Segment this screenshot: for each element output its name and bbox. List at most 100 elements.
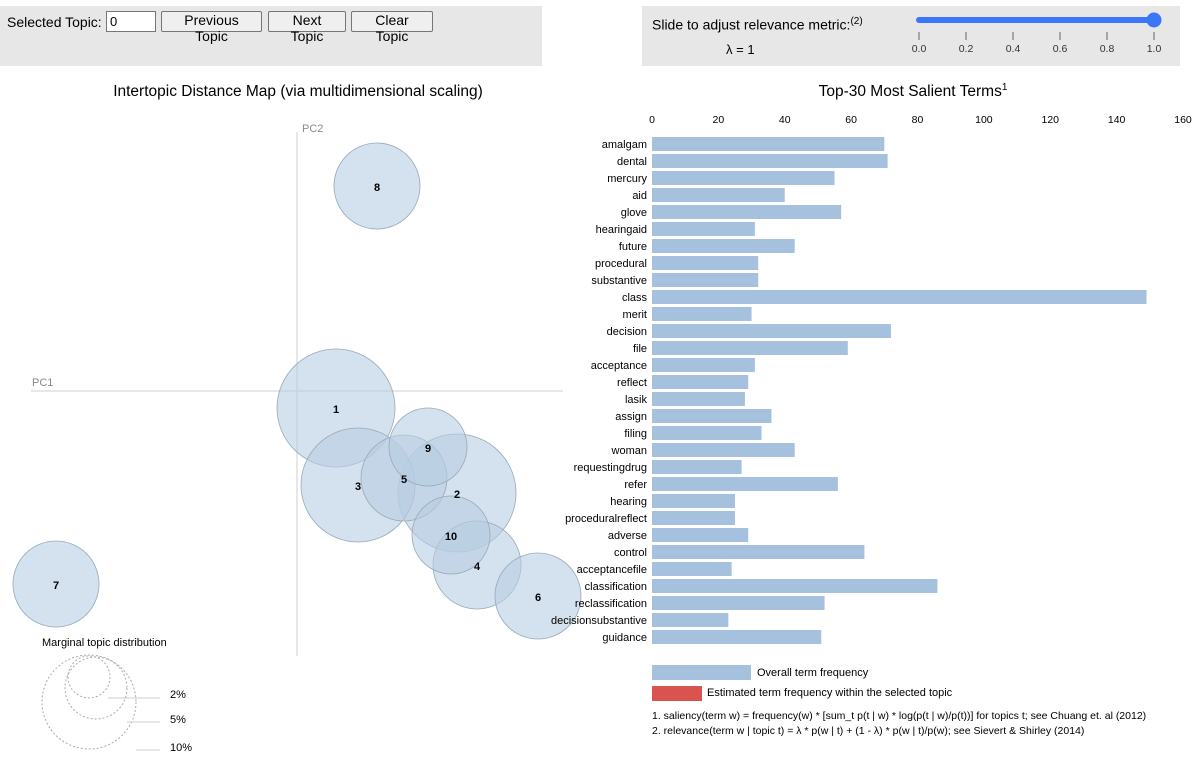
marginal-label-2pct: 2% <box>170 689 186 701</box>
term-label-merit[interactable]: merit <box>623 309 647 321</box>
selected-topic-label: Selected Topic: <box>7 14 102 30</box>
term-label-procedural[interactable]: procedural <box>595 258 647 270</box>
term-bar-assign[interactable] <box>652 409 772 423</box>
term-labels: amalgam dental mercury aid glove hearingaid fu… <box>551 139 648 644</box>
topic-bubble-7[interactable] <box>12 540 100 628</box>
slider-ticks: 0.0 0.2 0.4 0.6 0.8 1.0 <box>912 32 1162 55</box>
term-bar-lasik[interactable] <box>652 392 745 406</box>
term-bar-amalgam[interactable] <box>652 137 885 151</box>
topic-bubble-label-7[interactable]: 7 <box>53 580 59 592</box>
term-bar-refer[interactable] <box>652 477 838 491</box>
term-bar-reflect[interactable] <box>652 375 749 389</box>
topic-bubble-10[interactable] <box>411 495 491 575</box>
term-bar-hearingaid[interactable] <box>652 222 755 236</box>
topic-controls-panel: Selected Topic: Previous Topic Next Topi… <box>0 6 542 66</box>
legend-overall-label: Overall term frequency <box>757 667 869 679</box>
term-label-aid[interactable]: aid <box>632 190 647 202</box>
term-bar-control[interactable] <box>652 545 865 559</box>
term-bar-acceptancefile[interactable] <box>652 562 732 576</box>
topic-bubble-label-5[interactable]: 5 <box>401 474 407 486</box>
term-label-amalgam[interactable]: amalgam <box>602 139 647 151</box>
term-label-mercury[interactable]: mercury <box>607 173 647 185</box>
term-bar-proceduralreflect[interactable] <box>652 511 735 525</box>
term-label-hearingaid[interactable]: hearingaid <box>596 224 647 236</box>
term-label-guidance[interactable]: guidance <box>602 632 647 644</box>
relevance-slider[interactable]: 0.0 0.2 0.4 0.6 0.8 1.0 <box>902 6 1180 66</box>
salient-terms-title-footnote: 1 <box>1002 82 1008 93</box>
term-bar-procedural[interactable] <box>652 256 759 270</box>
previous-topic-button[interactable]: Previous Topic <box>161 11 262 44</box>
term-bar-future[interactable] <box>652 239 795 253</box>
term-label-decision[interactable]: decision <box>607 326 647 338</box>
term-bar-decision[interactable] <box>652 324 891 338</box>
legend: Overall term frequency Estimated term fr… <box>652 665 953 701</box>
topic-bubble-8[interactable] <box>333 142 421 230</box>
term-label-decisionsubstantive[interactable]: decisionsubstantive <box>551 615 647 627</box>
term-bar-requestingdrug[interactable] <box>652 460 742 474</box>
clear-topic-button[interactable]: Clear Topic <box>351 11 433 44</box>
term-bar-mercury[interactable] <box>652 171 835 185</box>
term-label-dental[interactable]: dental <box>617 156 647 168</box>
term-label-file[interactable]: file <box>633 343 647 355</box>
selected-topic-input[interactable] <box>106 11 156 32</box>
term-bar-aid[interactable] <box>652 188 785 202</box>
term-bar-file[interactable] <box>652 341 848 355</box>
topic-bubble-label-8[interactable]: 8 <box>374 182 380 194</box>
term-bar-classification[interactable] <box>652 579 938 593</box>
intertopic-map: PC2 PC1 1 2 3 4 5 6 7 8 9 10 <box>12 123 582 656</box>
next-topic-button[interactable]: Next Topic <box>268 11 346 44</box>
term-label-substantive[interactable]: substantive <box>591 275 647 287</box>
term-label-acceptance[interactable]: acceptance <box>591 360 647 372</box>
term-bar-dental[interactable] <box>652 154 888 168</box>
term-label-reclassification[interactable]: reclassification <box>575 598 647 610</box>
term-label-future[interactable]: future <box>619 241 647 253</box>
topic-bubble-label-2[interactable]: 2 <box>454 489 460 501</box>
slider-label-text: Slide to adjust relevance metric: <box>652 16 851 33</box>
legend-overall-swatch <box>652 665 751 680</box>
term-bar-woman[interactable] <box>652 443 795 457</box>
term-label-control[interactable]: control <box>614 547 647 559</box>
term-label-lasik[interactable]: lasik <box>625 394 648 406</box>
term-bar-glove[interactable] <box>652 205 842 219</box>
topic-bubble-label-1[interactable]: 1 <box>333 404 339 416</box>
term-label-requestingdrug[interactable]: requestingdrug <box>574 462 647 474</box>
legend-estimated-swatch <box>652 686 702 701</box>
salient-terms-title-text: Top-30 Most Salient Terms <box>819 83 1002 100</box>
marginal-label-5pct: 5% <box>170 714 186 726</box>
term-bar-class[interactable] <box>652 290 1147 304</box>
term-label-adverse[interactable]: adverse <box>608 530 647 542</box>
topic-bubbles <box>12 142 582 640</box>
topic-bubble-label-9[interactable]: 9 <box>425 443 431 455</box>
topic-bubble-6[interactable] <box>494 552 582 640</box>
term-label-proceduralreflect[interactable]: proceduralreflect <box>565 513 647 525</box>
term-label-reflect[interactable]: reflect <box>617 377 647 389</box>
term-label-filing[interactable]: filing <box>624 428 647 440</box>
term-label-glove[interactable]: glove <box>621 207 647 219</box>
term-label-class[interactable]: class <box>622 292 648 304</box>
term-label-woman[interactable]: woman <box>611 445 647 457</box>
term-bar-guidance[interactable] <box>652 630 822 644</box>
term-bar-merit[interactable] <box>652 307 752 321</box>
x-tick-label: 40 <box>779 114 791 126</box>
term-bar-acceptance[interactable] <box>652 358 755 372</box>
term-bar-hearing[interactable] <box>652 494 735 508</box>
term-label-classification[interactable]: classification <box>585 581 647 593</box>
x-tick-label: 0 <box>649 114 655 126</box>
slider-handle[interactable] <box>1146 12 1162 28</box>
term-label-assign[interactable]: assign <box>615 411 647 423</box>
term-bar-adverse[interactable] <box>652 528 749 542</box>
topic-bubble-label-10[interactable]: 10 <box>445 531 457 543</box>
term-bar-filing[interactable] <box>652 426 762 440</box>
topic-bubble-label-3[interactable]: 3 <box>355 481 361 493</box>
term-label-acceptancefile[interactable]: acceptancefile <box>577 564 647 576</box>
slider-tick-label: 1.0 <box>1147 43 1162 55</box>
topic-bubble-label-6[interactable]: 6 <box>535 592 541 604</box>
slider-tick-label: 0.6 <box>1053 43 1068 55</box>
term-label-hearing[interactable]: hearing <box>610 496 647 508</box>
term-bar-decisionsubstantive[interactable] <box>652 613 729 627</box>
term-bar-reclassification[interactable] <box>652 596 825 610</box>
term-bar-substantive[interactable] <box>652 273 759 287</box>
topic-bubble-label-4[interactable]: 4 <box>474 561 481 573</box>
term-label-refer[interactable]: refer <box>624 479 647 491</box>
topic-bubble-9[interactable] <box>388 407 468 487</box>
